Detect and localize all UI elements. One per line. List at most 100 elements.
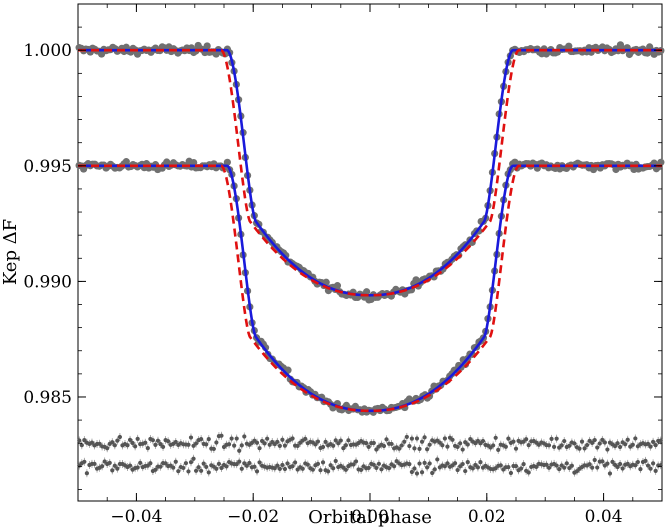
residual-point-2: [100, 464, 105, 469]
residual-point-2: [643, 458, 648, 463]
residual-point-1: [407, 443, 412, 449]
residual-point-2: [417, 461, 422, 466]
residual-point-2: [254, 469, 260, 474]
residual-point-1: [648, 444, 653, 449]
residual-point-1: [267, 442, 272, 447]
residual-point-1: [232, 443, 237, 448]
residual-point-1: [399, 443, 404, 448]
residual-point-2: [478, 460, 483, 465]
residual-point-2: [465, 460, 470, 465]
residual-point-1: [204, 442, 209, 447]
residual-point-2: [252, 464, 257, 469]
residual-point-2: [201, 461, 206, 466]
residual-point-2: [204, 464, 209, 470]
residual-point-1: [313, 442, 318, 447]
residual-point-1: [277, 443, 282, 448]
residual-point-1: [343, 443, 348, 448]
residual-point-2: [158, 464, 163, 469]
residual-point-2: [331, 466, 336, 471]
residual-point-1: [153, 442, 158, 447]
residual-point-1: [206, 437, 211, 442]
model-red-transit-2: [78, 164, 662, 413]
residual-point-1: [585, 442, 590, 448]
residual-point-1: [112, 443, 117, 448]
residual-point-1: [77, 438, 82, 443]
residual-point-1: [572, 441, 577, 446]
residual-point-1: [397, 446, 402, 451]
residual-point-2: [275, 463, 280, 468]
residual-point-1: [211, 446, 216, 452]
residual-point-2: [610, 459, 615, 464]
residual-point-1: [275, 439, 280, 444]
residual-point-2: [432, 467, 437, 472]
x-tick-label: −0.04: [110, 507, 162, 527]
residual-point-1: [612, 444, 618, 449]
residual-point-2: [376, 461, 381, 466]
residual-point-2: [351, 462, 356, 467]
residual-point-2: [183, 461, 189, 466]
residual-point-2: [409, 469, 414, 475]
y-tick-label: 0.990: [23, 272, 72, 292]
residual-point-1: [280, 437, 285, 442]
residual-point-2: [407, 462, 412, 467]
residual-point-1: [615, 441, 620, 446]
residual-point-2: [272, 466, 277, 471]
residual-point-2: [285, 461, 290, 466]
residual-point-2: [135, 465, 140, 470]
residual-point-2: [92, 461, 97, 467]
residual-point-1: [440, 443, 445, 448]
residual-point-1: [145, 446, 150, 451]
residual-point-2: [163, 461, 168, 466]
residual-point-2: [620, 466, 625, 471]
residual-point-2: [587, 462, 592, 467]
residual-point-1: [653, 443, 658, 448]
residual-point-2: [419, 470, 425, 475]
residual-point-1: [437, 440, 442, 445]
residual-point-1: [384, 437, 389, 442]
residual-point-2: [521, 462, 526, 467]
residual-point-1: [414, 436, 420, 441]
residual-point-1: [315, 439, 321, 444]
residual-point-1: [262, 441, 267, 446]
residual-point-1: [404, 434, 409, 440]
residual-point-2: [293, 460, 298, 465]
residual-point-1: [559, 443, 564, 448]
residual-point-2: [318, 468, 323, 473]
residual-point-2: [193, 468, 199, 473]
residual-point-1: [290, 436, 295, 441]
residual-point-2: [244, 463, 249, 468]
residual-point-1: [511, 439, 516, 444]
residual-point-2: [237, 459, 242, 464]
residual-point-1: [427, 442, 432, 447]
residual-point-1: [590, 440, 595, 445]
residual-point-2: [247, 460, 252, 466]
residual-point-1: [595, 445, 600, 450]
ticks-layer: −0.04 −0.02 0.00 0.02 0.04 0.985 0.990 0.995 1.0…: [23, 4, 663, 527]
residual-point-1: [412, 446, 417, 451]
residual-point-1: [419, 439, 425, 444]
model-blue-transit-2: [78, 164, 662, 413]
residual-point-2: [562, 465, 567, 470]
residual-point-1: [338, 438, 343, 443]
residual-point-2: [282, 466, 288, 472]
model-red-transit-1: [78, 48, 662, 297]
residual-point-2: [239, 466, 244, 471]
residual-point-2: [470, 466, 475, 471]
residual-point-1: [158, 442, 163, 447]
residual-point-2: [320, 460, 326, 465]
residual-point-2: [506, 465, 511, 470]
residual-point-1: [506, 436, 511, 441]
residual-point-1: [425, 447, 430, 452]
residual-point-1: [105, 446, 110, 451]
residual-point-1: [89, 440, 95, 445]
residual-point-1: [480, 438, 486, 444]
residual-point-1: [265, 436, 270, 441]
x-tick-label: 0.04: [585, 507, 623, 527]
residual-point-1: [389, 441, 394, 447]
residual-point-2: [196, 465, 201, 470]
residual-point-2: [442, 464, 447, 469]
residual-point-2: [590, 465, 595, 470]
residual-point-1: [323, 439, 328, 445]
residual-point-1: [625, 437, 630, 442]
x-tick-label: 0.00: [351, 507, 389, 527]
